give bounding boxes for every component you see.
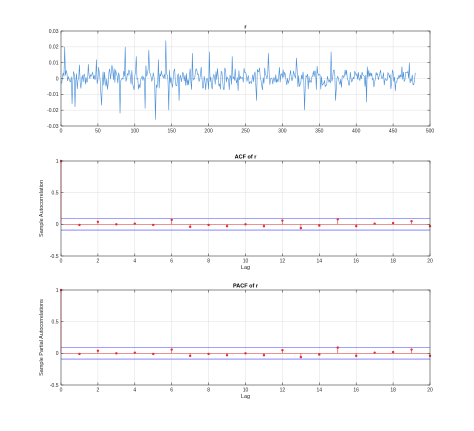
x-tick-label: 10 (243, 259, 249, 265)
y-tick-label: 1 (56, 288, 59, 294)
stem-marker-lag-9 (225, 354, 229, 357)
y-tick-label: 1 (56, 159, 59, 165)
chart-panel-1: 0 50 100 150 200 250 300 350 400 450 500 -0.03 -0.02… (47, 25, 434, 135)
x-tick-label: 16 (353, 388, 359, 394)
x-tick-label: 300 (278, 129, 287, 135)
x-tick-label: 16 (353, 259, 359, 265)
x-tick-label: 0 (60, 129, 63, 135)
x-tick-label: 50 (95, 129, 101, 135)
stem-marker-lag-4 (133, 351, 136, 354)
y-axis-label: Sample Autocorrelation (39, 180, 45, 237)
y-tick-label: 0 (56, 76, 59, 82)
stem-marker-lag-9 (225, 225, 229, 228)
x-tick-label: 10 (243, 388, 249, 394)
stem-marker-lag-6 (170, 218, 173, 222)
x-tick-label: 4 (133, 259, 136, 265)
stem-marker-lag-12 (281, 219, 284, 222)
x-tick-label: 400 (352, 129, 361, 135)
stem-marker-lag-17 (373, 222, 376, 225)
stem-marker-lag-15 (336, 346, 339, 349)
x-tick-label: 350 (315, 129, 324, 135)
stem-marker-lag-10 (244, 352, 247, 355)
stem-marker-lag-16 (355, 354, 358, 358)
chart-title: ACF of r (235, 155, 258, 161)
stem-marker-lag-19 (410, 219, 413, 223)
x-tick-label: 0 (60, 259, 63, 265)
x-tick-label: 2 (97, 388, 100, 394)
x-tick-label: 20 (427, 388, 433, 394)
y-tick-label: -0.02 (47, 108, 59, 114)
stem-marker-lag-14 (318, 353, 321, 356)
x-tick-label: 18 (390, 388, 396, 394)
x-tick-label: 150 (168, 129, 177, 135)
y-tick-label: 0.5 (52, 319, 59, 325)
y-tick-label: 0.01 (49, 60, 59, 66)
y-tick-label: 0.5 (52, 190, 59, 196)
y-tick-label: -0.5 (50, 383, 59, 389)
x-tick-label: 6 (170, 388, 173, 394)
x-tick-label: 100 (131, 129, 140, 135)
stem-marker-lag-11 (262, 225, 266, 228)
stem-marker-lag-11 (262, 354, 266, 357)
x-axis-label: Lag (241, 394, 250, 400)
chart-title: PACF of r (233, 284, 259, 290)
stem-marker-lag-12 (281, 348, 284, 352)
x-tick-label: 250 (241, 129, 250, 135)
y-axis-label: Sample Partial Autocorrelations (39, 299, 45, 376)
x-tick-label: 6 (170, 259, 173, 265)
stem-marker-lag-18 (391, 221, 395, 225)
stem-marker-lag-3 (115, 223, 118, 226)
x-tick-label: 4 (133, 388, 136, 394)
x-tick-label: 500 (426, 129, 435, 135)
stem-marker-lag-19 (410, 348, 413, 351)
stem-marker-lag-7 (188, 225, 192, 229)
x-tick-label: 200 (204, 129, 213, 135)
stem-marker-lag-8 (207, 352, 210, 356)
stem-marker-lag-10 (244, 223, 247, 226)
stem-marker-lag-13 (299, 226, 303, 230)
x-tick-label: 20 (427, 259, 433, 265)
y-tick-label: 0.02 (49, 45, 59, 51)
y-tick-label: 0.03 (49, 29, 59, 35)
stem-marker-lag-1 (78, 223, 81, 227)
stem-marker-lag-5 (152, 223, 155, 227)
stem-marker-lag-14 (318, 224, 321, 227)
stem-marker-lag-6 (170, 348, 173, 351)
stem-marker-lag-2 (96, 220, 100, 223)
x-axis-label: Lag (241, 265, 250, 271)
x-tick-label: 14 (317, 259, 323, 265)
stem-marker-lag-17 (373, 351, 376, 354)
stem-marker-lag-16 (355, 225, 358, 228)
series-line-r (61, 40, 416, 120)
y-tick-label: -0.01 (47, 92, 59, 98)
stem-marker-lag-5 (152, 352, 155, 356)
stem-marker-lag-4 (133, 222, 136, 225)
y-tick-label: 0 (56, 222, 59, 228)
stem-marker-lag-18 (391, 350, 395, 354)
x-tick-label: 12 (280, 259, 286, 265)
stem-marker-lag-3 (115, 352, 118, 355)
stem-marker-lag-1 (78, 352, 81, 356)
stem-marker-lag-2 (96, 349, 100, 352)
x-tick-label: 12 (280, 388, 286, 394)
x-tick-label: 2 (97, 259, 100, 265)
x-tick-label: 14 (317, 388, 323, 394)
x-tick-label: 8 (207, 259, 210, 265)
stem-marker-lag-7 (188, 354, 192, 358)
y-tick-label: -0.03 (47, 124, 59, 130)
x-tick-label: 450 (389, 129, 398, 135)
stem-marker-lag-15 (336, 218, 339, 221)
stem-marker-lag-13 (299, 355, 303, 359)
x-tick-label: 8 (207, 388, 210, 394)
chart-title: r (244, 25, 247, 31)
stem-marker-lag-8 (207, 223, 210, 227)
x-tick-label: 0 (60, 388, 63, 394)
y-tick-label: 0 (56, 351, 59, 357)
x-tick-label: 18 (390, 259, 396, 265)
y-tick-label: -0.5 (50, 254, 59, 260)
